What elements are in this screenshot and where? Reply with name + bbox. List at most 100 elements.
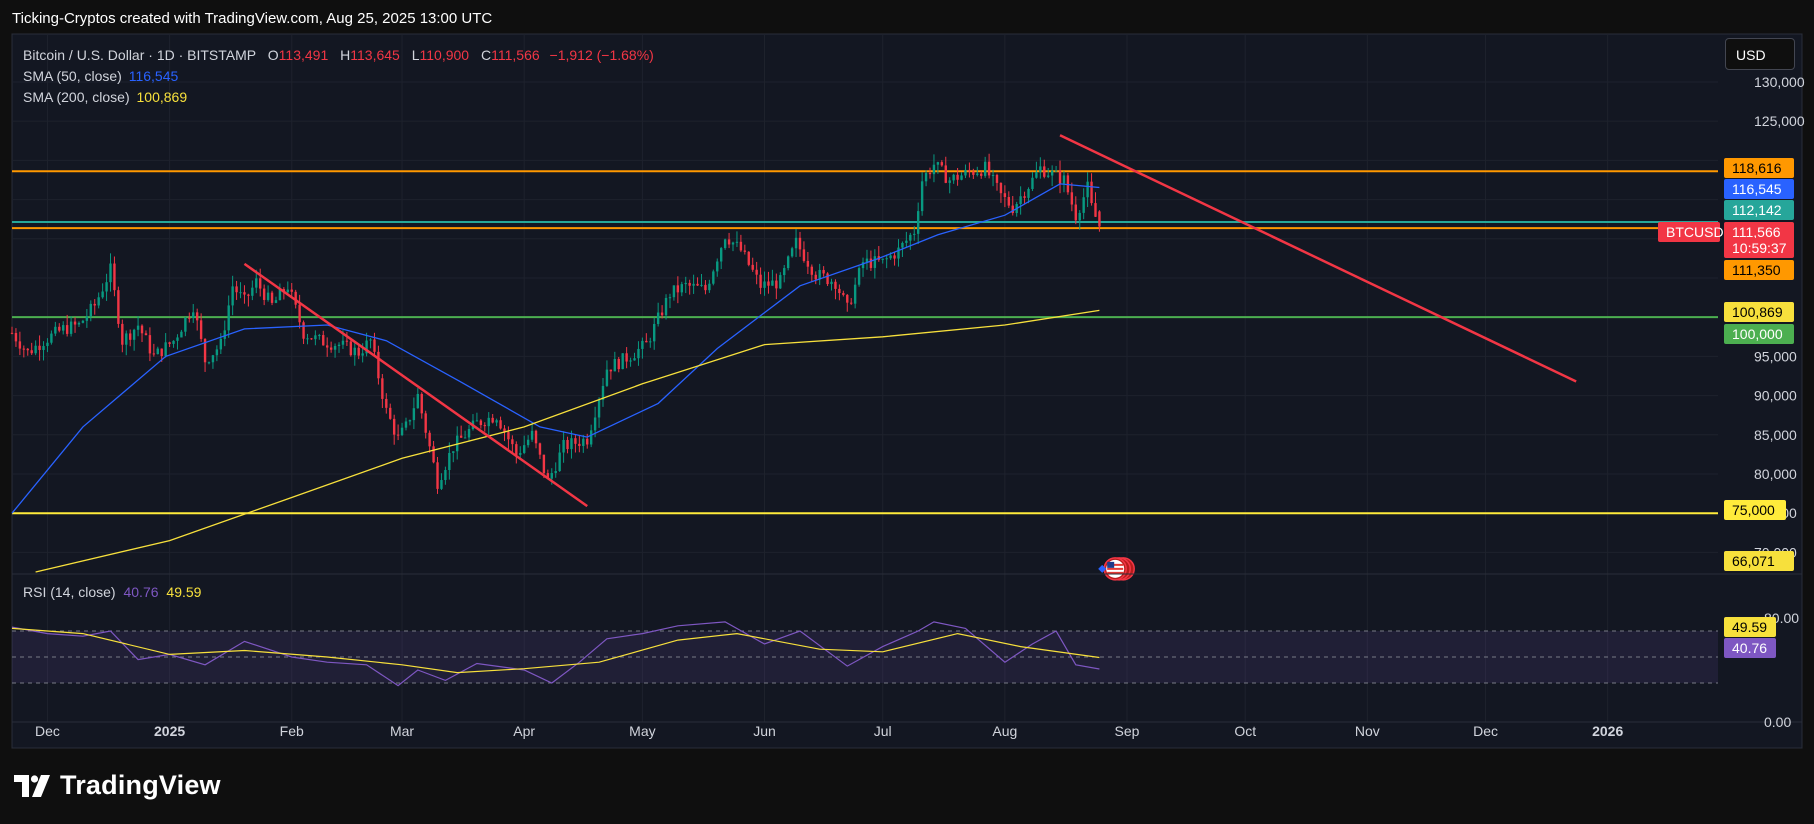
candle-body — [944, 165, 947, 183]
candle-body — [645, 340, 648, 343]
rsi-ma-line — [11, 627, 1100, 674]
candle-body — [739, 241, 743, 251]
candle-body — [58, 326, 61, 331]
tradingview-logo-icon — [14, 774, 50, 797]
x-tick-label: 2026 — [1592, 723, 1623, 739]
candle-body — [14, 332, 18, 342]
candle-body — [664, 297, 668, 316]
candle-body — [763, 281, 766, 288]
candle-body — [199, 320, 203, 339]
candle-body — [846, 294, 849, 303]
candle-body — [400, 427, 404, 436]
candle-body — [522, 445, 526, 453]
candle-body — [767, 281, 770, 286]
candle-body — [444, 470, 447, 481]
candle-body — [928, 173, 932, 175]
candle-body — [621, 353, 624, 370]
y-tick-label: 125,000 — [1754, 113, 1805, 129]
candle-body — [306, 338, 309, 340]
candle-body — [109, 263, 112, 283]
candle-body — [1066, 175, 1070, 193]
sma200-legend-row[interactable]: SMA (200, close) 100,869 — [23, 87, 654, 108]
candle-body — [85, 316, 89, 321]
rsi-value: 40.76 — [123, 584, 159, 600]
candle-body — [889, 255, 892, 259]
y-tick-label: 85,000 — [1754, 427, 1797, 443]
candle-body — [207, 362, 211, 364]
candle-body — [274, 300, 278, 303]
trendline — [243, 262, 588, 508]
symbol-badge: BTCUSD — [1666, 224, 1724, 240]
rsi-legend[interactable]: RSI (14, close) 40.76 49.59 — [23, 584, 201, 600]
sma200-value: 100,869 — [136, 89, 188, 105]
candle-body — [838, 288, 841, 294]
candle-body — [290, 289, 293, 292]
candle-body — [582, 438, 585, 446]
candle-body — [172, 340, 175, 344]
high-value: 113,645 — [350, 47, 400, 63]
rsi-badge-bg — [1724, 638, 1776, 658]
price-badge: 100,869 — [1732, 304, 1783, 320]
event-diamond — [1098, 564, 1107, 573]
price-badge-bg — [1724, 260, 1794, 280]
candle-body — [487, 417, 490, 427]
candle-body — [869, 258, 873, 268]
candle-body — [783, 268, 786, 276]
candles — [10, 153, 1101, 494]
candle-body — [286, 289, 289, 293]
flag-stripe — [1107, 567, 1124, 570]
price-badge: 112,142 — [1732, 202, 1782, 218]
candle-body — [956, 174, 959, 180]
candle-body — [381, 378, 384, 399]
price-badge: 111,566 — [1732, 224, 1781, 240]
candle-body — [995, 175, 999, 183]
sma200-label: SMA (200, close) — [23, 89, 130, 105]
candle-body — [46, 342, 49, 347]
candle-body — [62, 325, 65, 331]
candle-body — [983, 161, 987, 176]
rsi-line — [11, 621, 1100, 687]
candle-body — [507, 432, 510, 440]
candle-body — [1078, 212, 1081, 221]
tradingview-logo[interactable]: TradingView — [14, 770, 221, 801]
candle-body — [1047, 175, 1050, 177]
candle-body — [459, 435, 463, 438]
candle-body — [775, 280, 778, 289]
candle-body — [247, 294, 250, 296]
candle-body — [617, 359, 620, 370]
candle-body — [231, 286, 234, 306]
rsi-pane — [11, 621, 1718, 687]
candle-body — [377, 351, 380, 379]
candle-body — [916, 211, 920, 234]
symbol-title[interactable]: Bitcoin / U.S. Dollar · 1D · BITSTAMP — [23, 47, 256, 63]
candle-body — [653, 323, 656, 342]
candle-body — [826, 273, 829, 285]
rsi-label: RSI (14, close) — [23, 584, 116, 600]
candle-body — [101, 291, 104, 298]
candle-body — [322, 335, 325, 346]
change-value: −1,912 (−1.68%) — [549, 47, 654, 63]
x-tick-label: Dec — [1473, 723, 1498, 739]
candle-body — [1027, 188, 1030, 198]
candle-body — [176, 337, 179, 341]
sma50-legend-row[interactable]: SMA (50, close) 116,545 — [23, 66, 654, 87]
currency-button[interactable]: USD — [1725, 38, 1795, 70]
x-tick-label: Apr — [513, 723, 535, 739]
candle-body — [597, 399, 601, 418]
x-tick-label: Feb — [280, 723, 304, 739]
candle-body — [700, 284, 703, 286]
close-key: C — [480, 47, 492, 63]
symbol-badge-bg — [1658, 222, 1720, 242]
symbol-legend-row: Bitcoin / U.S. Dollar · 1D · BITSTAMP O1… — [23, 45, 654, 66]
candle-body — [688, 282, 691, 286]
candle-body — [637, 348, 640, 359]
candle-body — [633, 358, 636, 361]
x-tick-label: Mar — [390, 723, 414, 739]
candle-body — [865, 258, 869, 263]
candle-body — [128, 333, 132, 340]
candle-body — [1090, 181, 1093, 204]
candle-body — [223, 330, 226, 339]
candle-body — [790, 248, 794, 257]
candle-body — [515, 444, 518, 455]
